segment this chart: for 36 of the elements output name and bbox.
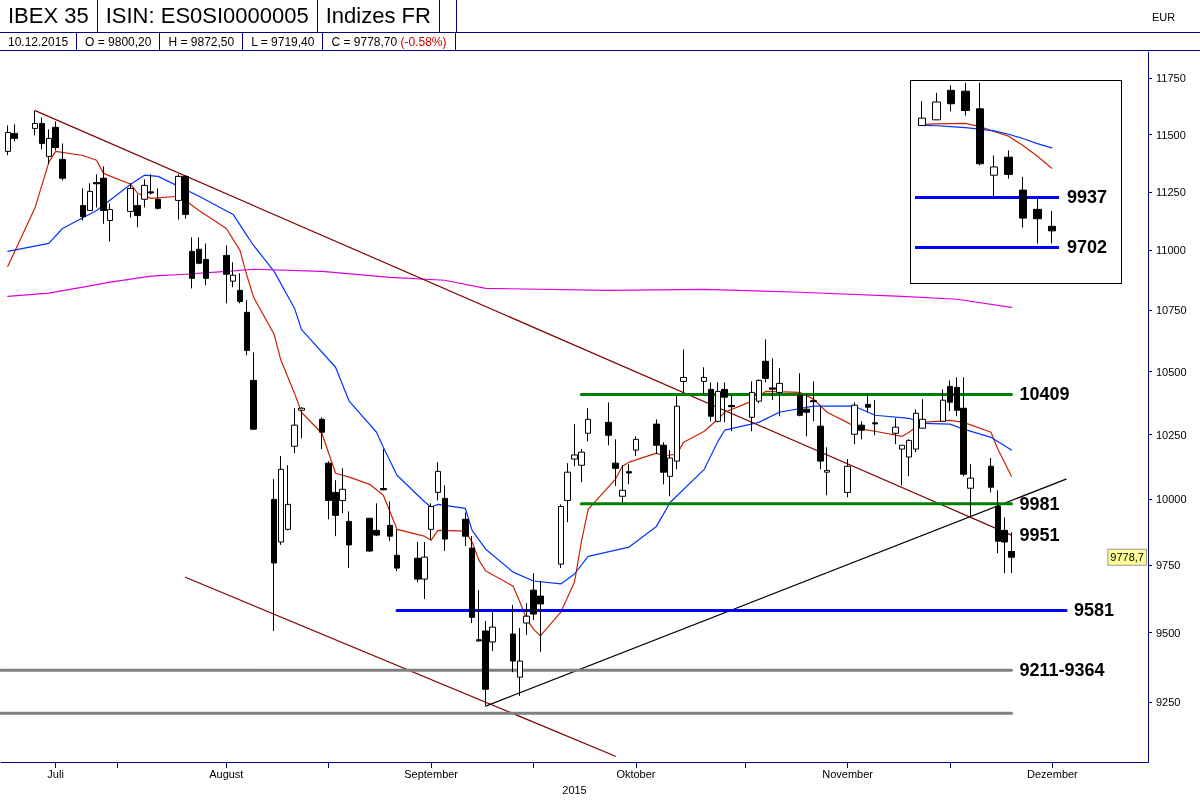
text: H = 9872,50 [160,33,244,50]
x-tick-label: Dezember [1027,767,1079,780]
series-label: 9581 [1074,600,1115,621]
y-tick-label: 10250 [1156,428,1187,441]
x-tick-label: September [404,767,459,780]
x-tick-label: November [822,767,874,780]
y-tick-label: 11250 [1156,185,1186,198]
y-tick-label: 10000 [1156,492,1187,505]
series-label: 9211-9364 [1019,660,1105,681]
text: O = 9800,20 [77,33,161,50]
text: C = 9778,70 [331,34,398,49]
y-tick-label: 10750 [1156,304,1187,317]
chart-subtitle: ISIN: ES0SI0000005 [97,0,318,32]
y-tick-label: 11750 [1156,72,1186,85]
y-tick-label: 11000 [1156,244,1186,257]
x-axis-title: 2015 [562,783,587,796]
chart-title: IBEX 35 [0,0,98,32]
y-tick-label: 11500 [1156,128,1186,141]
series-label: 10409 [1019,384,1070,405]
y-axis-title: EUR [1152,10,1176,23]
text: 10.12.2015 [0,33,78,50]
y-tick-label: 9250 [1156,696,1181,709]
y-tick-label: 9750 [1156,558,1181,571]
y-tick-label: 9500 [1156,626,1181,639]
text: Indizes FR [317,0,440,32]
text: (-0.58%) [399,34,447,49]
x-tick-label: August [209,767,244,780]
text: L = 9719,40 [243,33,324,50]
x-tick-label: Oktober [616,767,656,780]
annotation: 9778,7 [1110,551,1144,564]
y-tick-label: 10500 [1156,365,1187,378]
x-tick-label: Juli [47,767,64,780]
series-label: 9951 [1019,525,1060,546]
y-tick-label: 9702 [1067,237,1108,258]
series-label: 9981 [1019,493,1060,514]
y-tick-label: 9937 [1067,187,1108,208]
